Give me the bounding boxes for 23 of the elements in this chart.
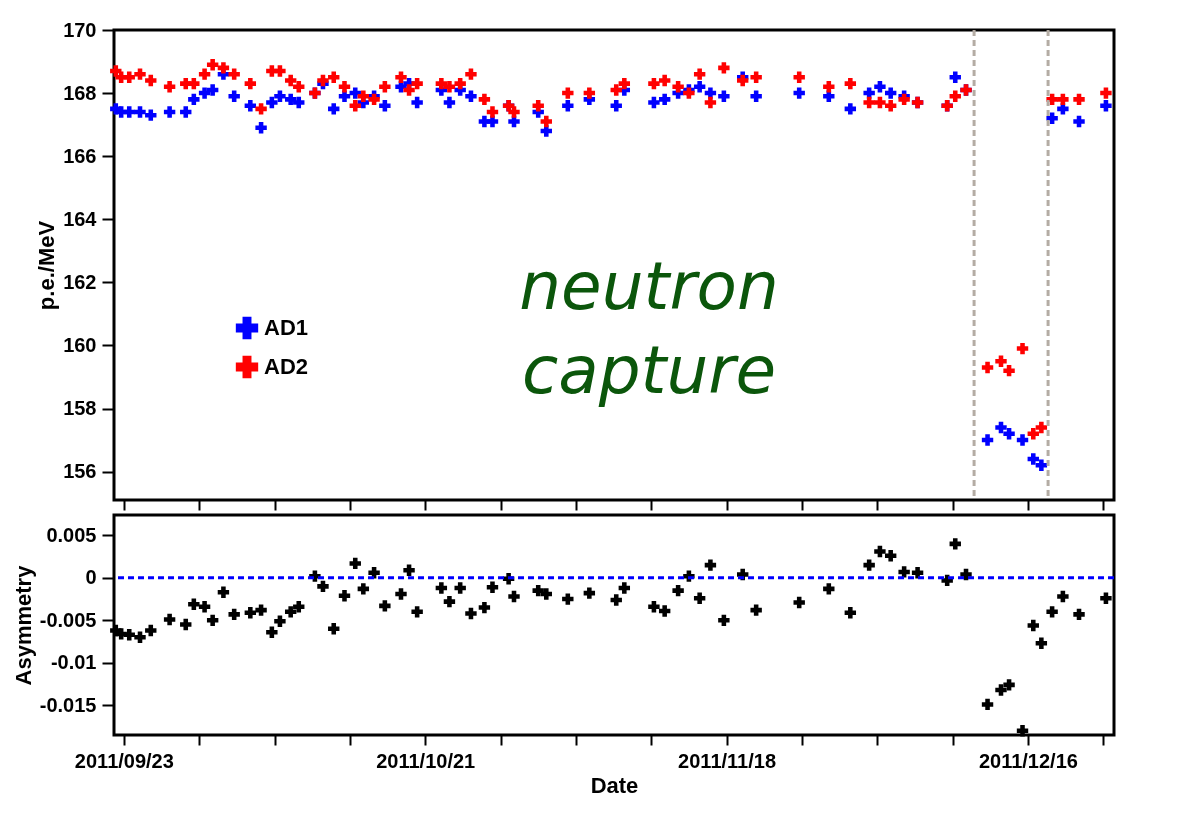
- y-tick-label: 166: [63, 144, 97, 167]
- x-tick-label: 2011/10/21: [376, 749, 476, 772]
- y-axis-title: Asymmetry: [10, 564, 36, 686]
- x-tick-label: 2011/09/23: [74, 749, 174, 772]
- x-tick-label: 2011/12/16: [978, 749, 1078, 772]
- y-tick-label: 170: [63, 18, 97, 41]
- y-tick-label: -0.01: [50, 651, 97, 674]
- y-tick-label: 156: [63, 460, 97, 483]
- y-tick-label: 168: [63, 81, 97, 104]
- annotation: neutron capture: [519, 247, 779, 409]
- y-tick-label: 0: [85, 566, 97, 589]
- y-tick-label: -0.015: [39, 693, 97, 716]
- y-axis-title: p.e./MeV: [34, 220, 60, 311]
- y-tick-label: -0.005: [39, 608, 97, 631]
- y-tick-label: 162: [63, 270, 97, 293]
- legend-label: AD2: [264, 354, 309, 379]
- legend-label: AD1: [264, 315, 309, 340]
- y-tick-label: 0.005: [46, 523, 97, 546]
- x-tick-label: 2011/11/18: [678, 749, 776, 772]
- x-axis-title: Date: [590, 772, 639, 798]
- y-tick-label: 164: [63, 207, 98, 230]
- y-tick-label: 158: [63, 397, 97, 420]
- y-tick-label: 160: [63, 333, 97, 356]
